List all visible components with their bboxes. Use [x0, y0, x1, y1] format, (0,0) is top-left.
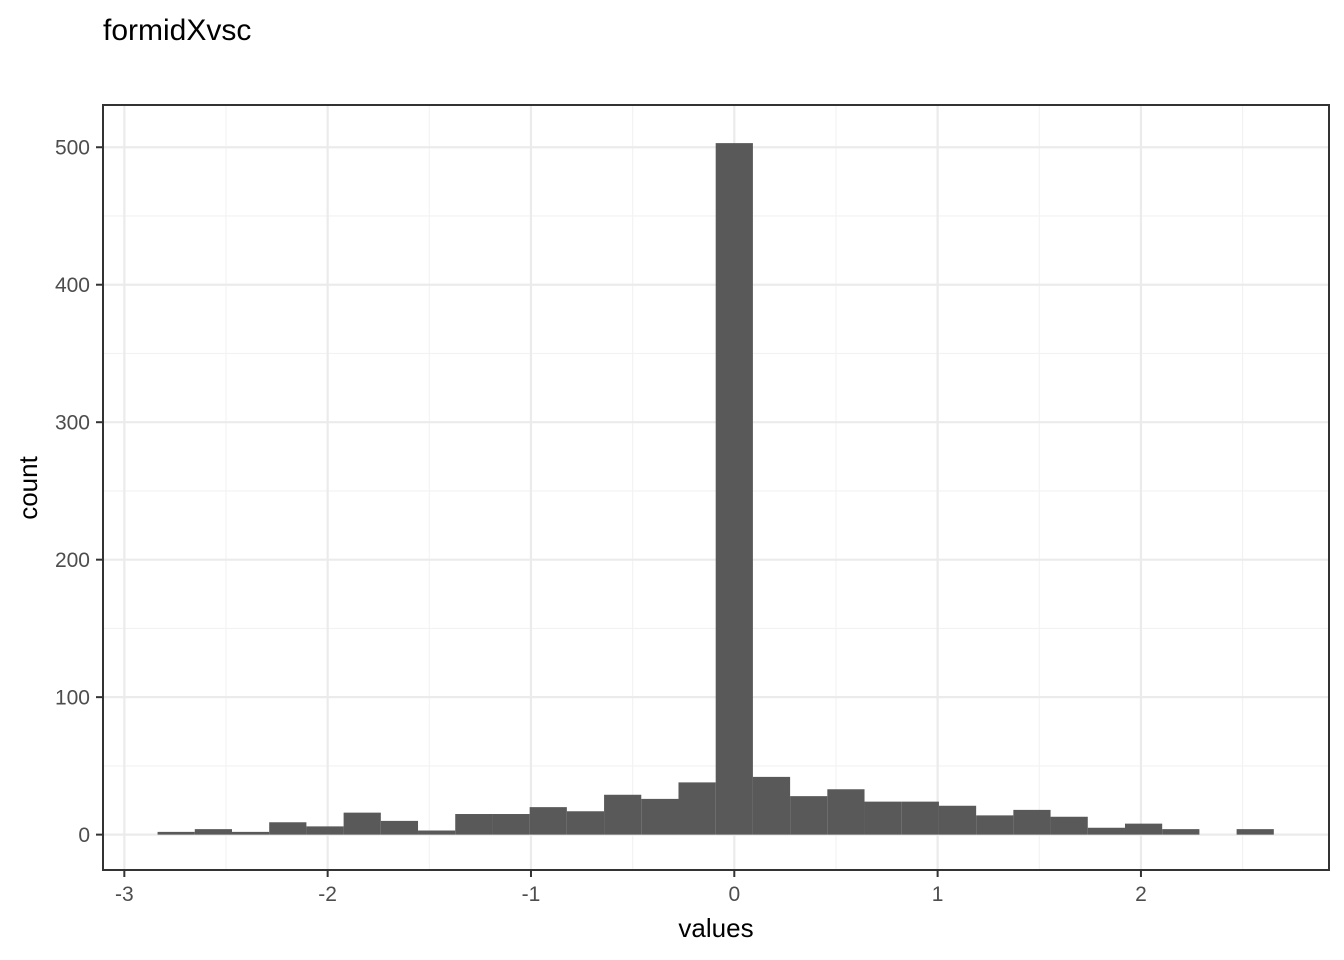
y-axis-title: count [13, 455, 43, 519]
histogram-bar [790, 796, 828, 835]
y-tick-label: 100 [55, 687, 90, 710]
histogram-bar [1236, 829, 1274, 835]
histogram-bar [901, 801, 939, 835]
histogram-bar [269, 822, 307, 835]
histogram-bar [1013, 809, 1051, 835]
x-tick-label: 0 [728, 883, 740, 906]
histogram-bar [1087, 827, 1125, 835]
histogram-bar [641, 798, 679, 835]
histogram-bar [827, 789, 865, 835]
histogram-bar [455, 814, 493, 835]
histogram-bar [418, 830, 456, 835]
y-tick-label: 200 [55, 549, 90, 572]
x-axis: -3 -2 -1 0 1 2 [115, 870, 1147, 906]
histogram-bar [752, 776, 791, 835]
chart-title: formidXvsc [103, 14, 251, 47]
histogram-bar [678, 782, 716, 835]
histogram-bar [976, 815, 1014, 835]
y-tick-label: 500 [55, 137, 90, 160]
y-tick-label: 300 [55, 412, 90, 435]
histogram-bar [492, 814, 530, 835]
x-tick-label: 2 [1135, 883, 1147, 906]
histogram-bar [380, 820, 419, 835]
histogram-bar [231, 831, 270, 835]
panel-border [102, 104, 1330, 871]
x-tick-label: -3 [115, 883, 134, 906]
x-tick-label: -1 [522, 883, 541, 906]
bars [157, 143, 1274, 835]
histogram-bar [529, 807, 567, 835]
histogram-bar [864, 801, 902, 835]
histogram-bar [566, 811, 605, 835]
histogram-bar [1162, 829, 1200, 835]
histogram-bar [1124, 823, 1163, 835]
histogram-bar [604, 794, 642, 835]
histogram-bar [157, 831, 195, 835]
histogram-bar [194, 829, 232, 835]
y-tick-label: 0 [78, 824, 90, 847]
histogram-bar [1050, 816, 1088, 835]
x-tick-label: 1 [932, 883, 944, 906]
histogram-bar [306, 826, 344, 835]
y-tick-label: 400 [55, 274, 90, 297]
histogram-bar [938, 805, 977, 835]
x-tick-label: -2 [318, 883, 337, 906]
histogram-bar [715, 143, 753, 835]
histogram-bar [343, 812, 381, 835]
y-axis: 0 100 200 300 400 500 [55, 137, 103, 847]
x-axis-title: values [678, 913, 753, 943]
